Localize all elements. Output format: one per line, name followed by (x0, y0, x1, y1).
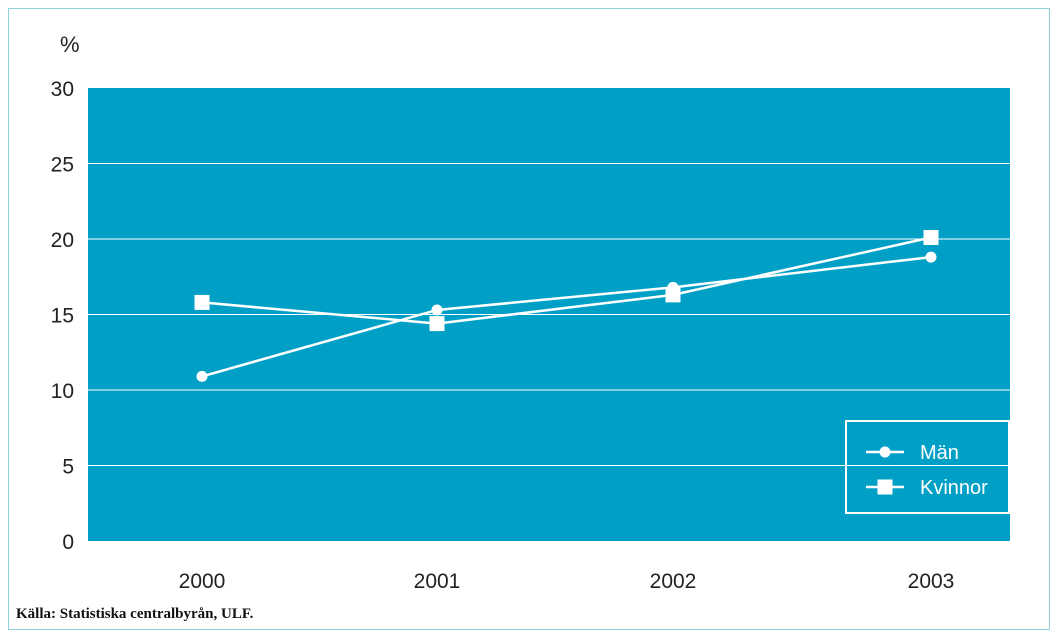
source-note: Källa: Statistiska centralbyrån, ULF. (16, 606, 254, 622)
x-tick-label: 2000 (179, 570, 226, 593)
y-tick-label: 10 (51, 380, 74, 403)
x-tick-label: 2002 (650, 570, 697, 593)
legend-box (845, 420, 1010, 514)
y-tick-label: 5 (62, 456, 74, 479)
legend-marker-circle (879, 446, 891, 458)
data-point-square (665, 287, 681, 303)
series-line-circle (201, 255, 932, 378)
data-point-circle (925, 251, 937, 263)
y-tick-label: 30 (51, 78, 74, 101)
y-tick-label: 15 (51, 305, 74, 328)
series-line-square (201, 236, 932, 325)
legend-marker-square (877, 479, 893, 495)
data-point-square (429, 316, 445, 332)
x-tick-label: 2003 (908, 570, 955, 593)
y-tick-label: 0 (62, 531, 74, 554)
chart-frame (8, 8, 1050, 630)
legend-label: Kvinnor (920, 477, 988, 499)
y-tick-label: 20 (51, 229, 74, 252)
y-tick-label: 25 (51, 154, 74, 177)
legend-label: Män (920, 442, 959, 464)
data-point-square (194, 294, 210, 310)
data-point-circle (431, 304, 443, 316)
x-tick-label: 2001 (414, 570, 461, 593)
data-point-circle (196, 370, 208, 382)
data-point-square (923, 229, 939, 245)
line-chart: 0 5 10 15 20 25 30 2000 2001 2002 2003 % Män Kvinn… (51, 32, 1010, 593)
legend: Män Kvinnor (845, 420, 1010, 514)
y-axis-label: % (60, 32, 80, 57)
